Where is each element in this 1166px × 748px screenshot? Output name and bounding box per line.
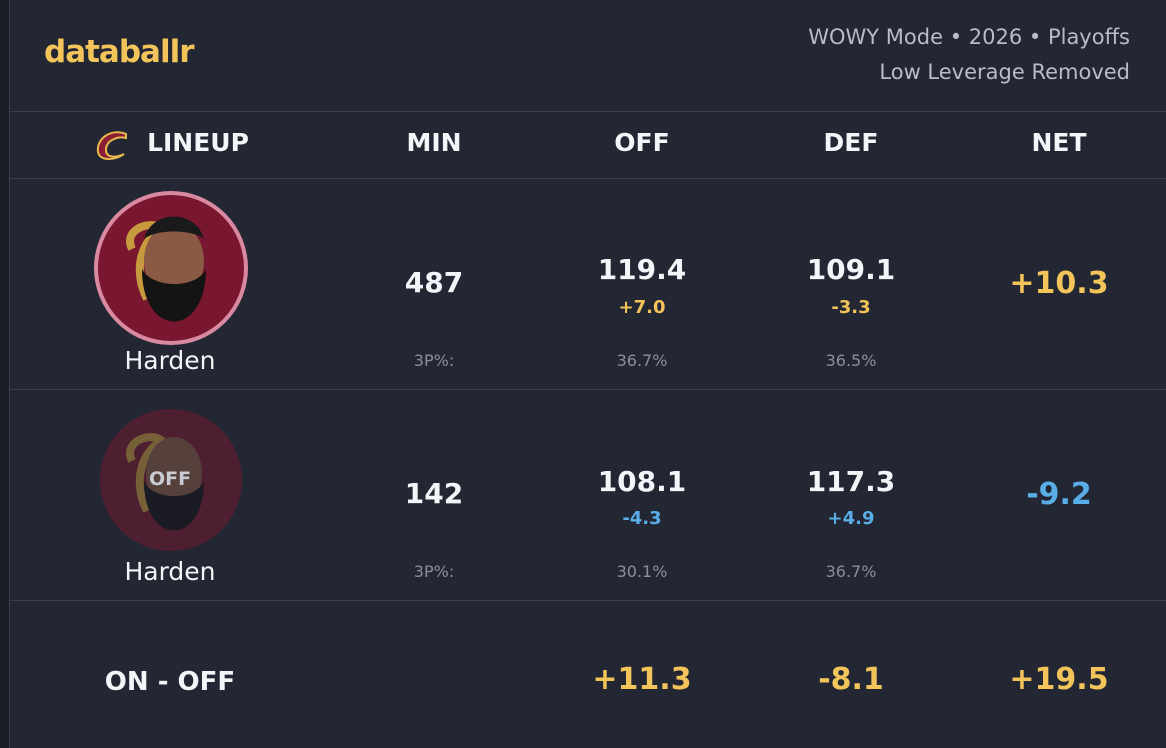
column-header: LINEUP xyxy=(147,128,249,157)
off-rating: 119.4 xyxy=(597,253,687,286)
subtitle: WOWY Mode • 2026 • Playoffs xyxy=(808,25,1130,49)
column-header: DEF xyxy=(823,128,879,157)
shooting-label: 3P%: xyxy=(413,351,455,370)
player-avatar xyxy=(94,191,248,345)
divider xyxy=(10,600,1166,601)
off-diff: -4.3 xyxy=(622,508,662,529)
subtitle: Low Leverage Removed xyxy=(879,60,1130,84)
shooting-label: 3P%: xyxy=(413,562,455,581)
player-avatar xyxy=(100,409,242,551)
divider xyxy=(10,111,1166,112)
minutes: 142 xyxy=(404,477,464,510)
def-3p: 36.5% xyxy=(825,351,877,370)
net-rating: +10.3 xyxy=(1009,266,1109,301)
def-diff: -3.3 xyxy=(831,297,871,318)
column-header: MIN xyxy=(406,128,462,157)
player-name: Harden xyxy=(124,557,216,586)
divider xyxy=(10,389,1166,390)
def-3p: 36.7% xyxy=(825,562,877,581)
off-badge: OFF xyxy=(148,468,192,490)
player-name: Harden xyxy=(124,346,216,375)
divider xyxy=(10,178,1166,179)
def-diff: +4.9 xyxy=(827,508,875,529)
team-logo xyxy=(96,131,127,160)
def-rating: 109.1 xyxy=(806,253,896,286)
summary-label: ON - OFF xyxy=(104,667,236,697)
minutes: 487 xyxy=(404,266,464,299)
summary-def: -8.1 xyxy=(818,662,884,697)
summary-off: +11.3 xyxy=(592,662,692,697)
net-rating: -9.2 xyxy=(1026,477,1092,512)
summary-net: +19.5 xyxy=(1009,662,1109,697)
off-diff: +7.0 xyxy=(618,297,666,318)
logo: databallr xyxy=(44,34,194,70)
off-3p: 30.1% xyxy=(616,562,668,581)
column-header: NET xyxy=(1031,128,1087,157)
column-header: OFF xyxy=(614,128,670,157)
off-rating: 108.1 xyxy=(597,465,687,498)
off-3p: 36.7% xyxy=(616,351,668,370)
def-rating: 117.3 xyxy=(806,465,896,498)
stats-card: databallr WOWY Mode • 2026 • Playoffs Lo… xyxy=(9,0,1166,748)
